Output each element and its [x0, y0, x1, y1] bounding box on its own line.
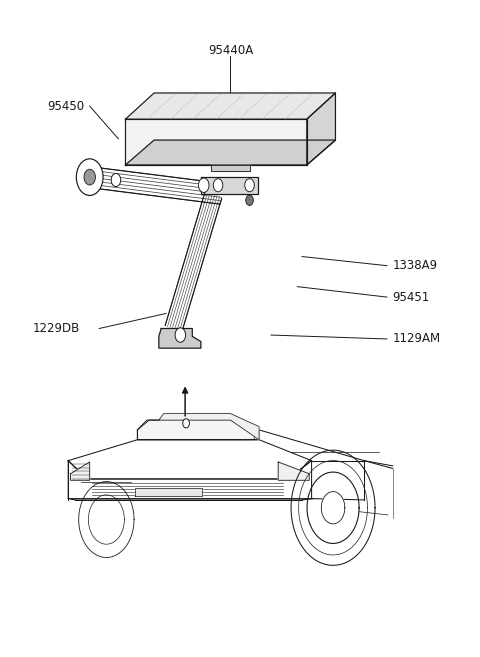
- Polygon shape: [211, 165, 250, 171]
- Circle shape: [175, 328, 186, 342]
- Text: 95450: 95450: [47, 100, 84, 112]
- Polygon shape: [135, 488, 202, 496]
- Polygon shape: [125, 93, 336, 119]
- Polygon shape: [137, 420, 259, 440]
- Circle shape: [76, 159, 103, 195]
- Circle shape: [183, 419, 190, 428]
- Text: 95451: 95451: [393, 290, 430, 304]
- Text: 1229DB: 1229DB: [33, 322, 80, 335]
- Polygon shape: [137, 420, 254, 440]
- Circle shape: [213, 179, 223, 192]
- Circle shape: [111, 173, 120, 187]
- Polygon shape: [159, 413, 259, 440]
- Text: 1338A9: 1338A9: [393, 260, 438, 272]
- Polygon shape: [278, 462, 309, 480]
- Text: 95440A: 95440A: [208, 44, 253, 57]
- Polygon shape: [159, 328, 201, 348]
- Circle shape: [84, 170, 96, 185]
- Circle shape: [199, 178, 209, 193]
- Polygon shape: [68, 461, 312, 499]
- Polygon shape: [201, 177, 258, 194]
- Polygon shape: [71, 462, 90, 480]
- Polygon shape: [68, 440, 312, 479]
- Polygon shape: [125, 140, 336, 165]
- Polygon shape: [321, 491, 345, 524]
- Polygon shape: [307, 93, 336, 165]
- Text: 1129AM: 1129AM: [393, 332, 441, 346]
- Circle shape: [246, 195, 253, 206]
- Polygon shape: [125, 119, 307, 165]
- Circle shape: [245, 179, 254, 192]
